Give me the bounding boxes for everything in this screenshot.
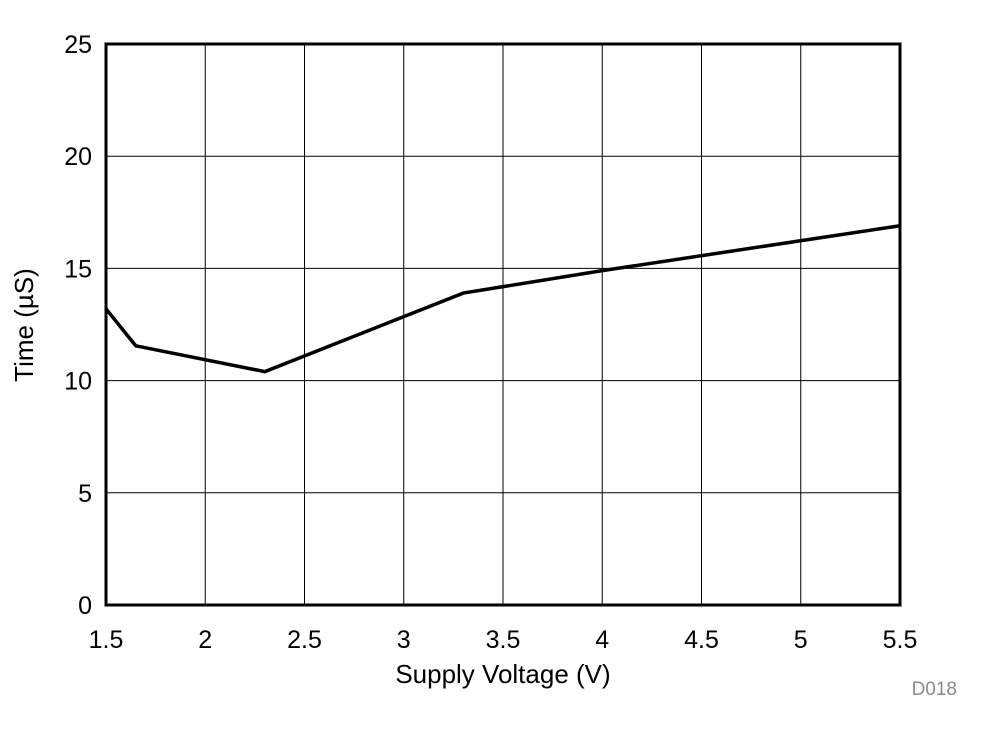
x-tick-label: 4 xyxy=(595,626,609,654)
x-tick-label: 1.5 xyxy=(89,626,124,654)
x-tick-label: 2.5 xyxy=(287,626,322,654)
x-tick-label: 2 xyxy=(198,626,212,654)
series-line-time xyxy=(104,224,901,374)
plot-frame xyxy=(104,42,902,607)
x-tick-label: 4.5 xyxy=(684,626,719,654)
figure-code: D018 xyxy=(912,679,957,700)
x-axis-label: Supply Voltage (V) xyxy=(395,659,610,689)
x-tick-label: 3 xyxy=(397,626,411,654)
y-axis-label: Time (µS) xyxy=(9,268,39,382)
y-tick-label: 20 xyxy=(64,143,92,171)
y-tick-label: 15 xyxy=(64,255,92,283)
y-tick-labels: 0 5 10 15 20 25 xyxy=(64,31,92,620)
y-tick-label: 5 xyxy=(78,480,92,508)
x-tick-label: 5 xyxy=(794,626,808,654)
y-tick-label: 10 xyxy=(64,368,92,396)
y-tick-label: 25 xyxy=(64,31,92,59)
grid-lines xyxy=(105,43,901,606)
x-tick-label: 5.5 xyxy=(883,626,918,654)
x-tick-label: 3.5 xyxy=(486,626,521,654)
y-tick-label: 0 xyxy=(78,592,92,620)
x-tick-labels: 1.5 2 2.5 3 3.5 4 4.5 5 5.5 xyxy=(89,626,918,654)
